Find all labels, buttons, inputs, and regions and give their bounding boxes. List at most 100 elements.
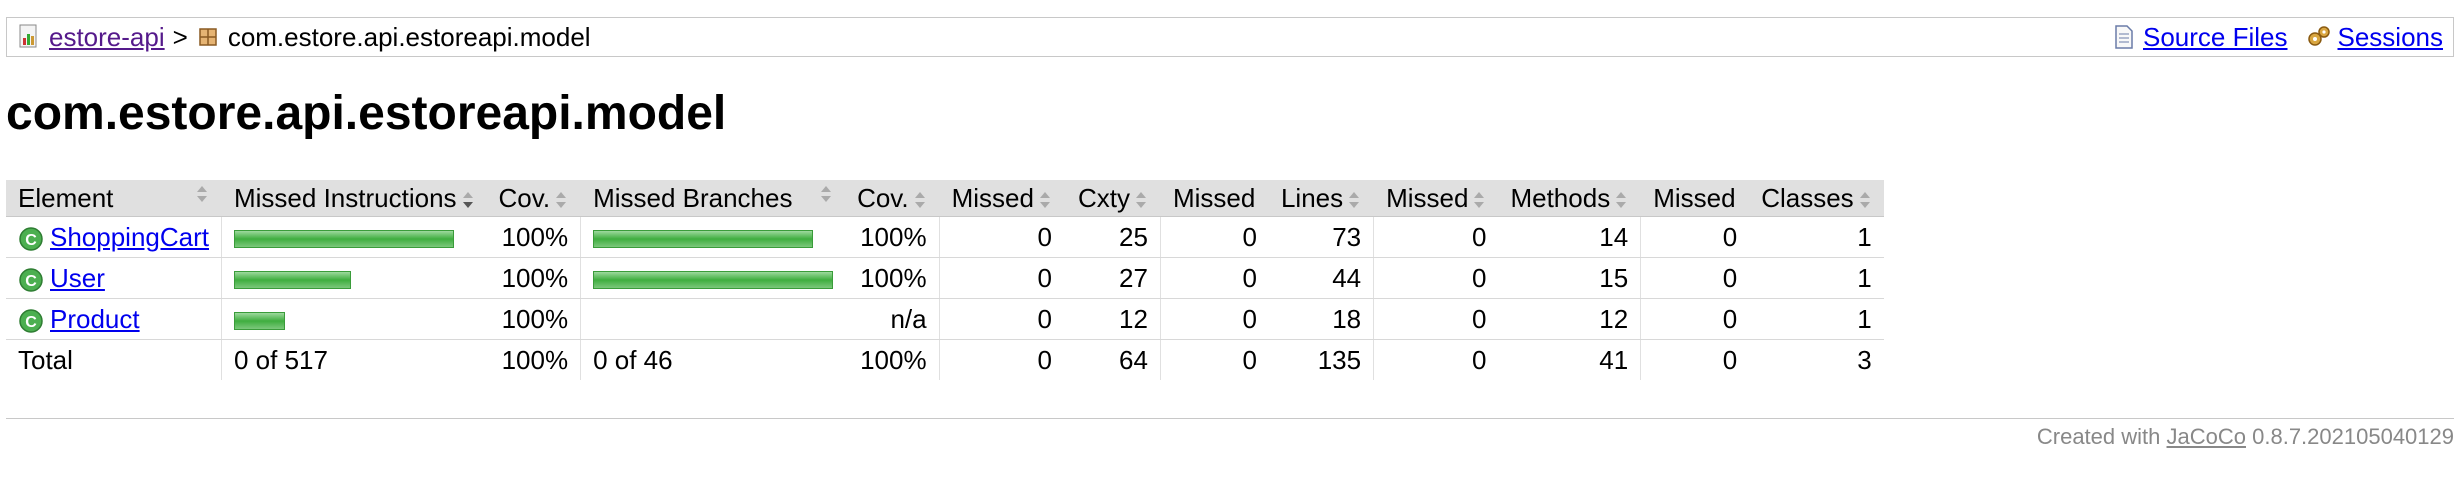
instr-bar-cell [220,298,487,340]
table-row: C ShoppingCart 100% 100% 0 25 0 73 0 14 0… [6,216,1884,258]
breadcrumb: estore-api > com.estore.api.estoreapi.mo… [6,17,2454,57]
breadcrumb-package: com.estore.api.estoreapi.model [227,21,591,52]
footer-divider [6,418,2454,419]
missed-cxty: 0 [938,216,1064,258]
sort-icon [819,183,833,205]
sort-icon [1134,189,1148,211]
element-link[interactable]: ShoppingCart [50,221,209,252]
methods: 12 [1498,298,1641,340]
missed-classes: 0 [1640,257,1750,299]
sort-icon [913,189,927,211]
missed-methods: 0 [1373,298,1499,340]
classes: 1 [1749,298,1884,340]
svg-text:C: C [25,273,37,290]
missed-methods: 0 [1373,257,1499,299]
element-cell: C User [6,257,222,299]
classes: 1 [1749,216,1884,258]
header-missed-methods[interactable]: Missed [1373,180,1499,217]
footer-version: 0.8.7.202105040129 [2252,424,2454,449]
breadcrumb-project-link[interactable]: estore-api [49,21,165,52]
svg-text:C: C [25,232,37,249]
branch-coverage-bar [593,229,814,248]
class-icon: C [18,267,44,293]
header-instr-cov[interactable]: Cov. [486,180,581,217]
header-lines[interactable]: Lines [1268,180,1374,217]
total-instr: 0 of 517 [220,339,487,380]
missed-cxty: 0 [938,257,1064,299]
sort-icon [1858,189,1872,211]
header-missed-instructions[interactable]: Missed Instructions [220,180,487,217]
total-missed-cxty: 0 [938,339,1064,380]
element-cell: C Product [6,298,222,340]
lines: 18 [1268,298,1374,340]
sort-icon [1347,189,1361,211]
branch-coverage-bar [593,270,834,289]
cxty: 12 [1063,298,1161,340]
sort-down-icon [461,189,475,211]
package-icon [196,24,222,50]
element-cell: C ShoppingCart [6,216,222,258]
source-files-item[interactable]: Source Files [2111,22,2288,53]
missed-classes: 0 [1640,216,1750,258]
instr-coverage-bar [234,270,351,289]
instr-coverage-bar [234,311,285,330]
cxty: 25 [1063,216,1161,258]
table-body: C ShoppingCart 100% 100% 0 25 0 73 0 14 0… [6,216,1884,340]
total-missed-lines: 0 [1159,339,1269,380]
total-row: Total 0 of 517 100% 0 of 46 100% 0 64 0 … [6,339,1884,380]
breadcrumb-right: Source Files Sessions [2093,18,2443,56]
header-label: Element [18,182,114,213]
svg-text:C: C [25,314,37,331]
branch-cov: n/a [845,298,940,340]
header-missed-lines[interactable]: Missed [1159,180,1269,217]
header-cxty[interactable]: Cxty [1063,180,1161,217]
missed-lines: 0 [1159,298,1269,340]
instr-coverage-bar [234,229,454,248]
class-icon: C [18,226,44,252]
element-link[interactable]: User [50,262,105,293]
header-label: Missed [1653,182,1736,213]
missed-methods: 0 [1373,216,1499,258]
header-missed-classes[interactable]: Missed [1640,180,1750,217]
header-missed-branches[interactable]: Missed Branches [580,180,846,217]
header-label: Missed [1386,182,1469,213]
table-row: C Product 100% n/a 0 12 0 18 0 12 0 1 [6,298,1884,340]
sessions-link[interactable]: Sessions [2337,21,2444,52]
header-label: Classes [1761,182,1854,213]
header-branch-cov[interactable]: Cov. [845,180,940,217]
table-row: C User 100% 100% 0 27 0 44 0 15 0 1 [6,257,1884,299]
sessions-item[interactable]: Sessions [2306,21,2444,53]
lines: 73 [1268,216,1374,258]
header-label: Cov. [857,182,909,213]
header-methods[interactable]: Methods [1498,180,1641,217]
branch-bar-cell [580,216,846,258]
page-title: com.estore.api.estoreapi.model [6,87,727,140]
element-link[interactable]: Product [50,303,140,334]
header-label: Missed Instructions [234,182,457,213]
methods: 15 [1498,257,1641,299]
instr-cov: 100% [486,298,581,340]
header-label: Missed [1172,182,1256,213]
sort-icon [1038,189,1052,211]
header-element[interactable]: Element [6,180,222,217]
total-branch: 0 of 46 [580,339,846,380]
total-instr-cov: 100% [501,344,569,375]
missed-cxty: 0 [938,298,1064,340]
source-files-link[interactable]: Source Files [2143,21,2288,52]
header-label: Cxty [1077,182,1130,213]
instr-cov: 100% [486,257,581,299]
coverage-table: Element Missed Instructions Cov. Missed … [6,180,1884,380]
total-branch-cov: 100% [860,344,927,375]
total-lines: 135 [1317,344,1362,375]
header-classes[interactable]: Classes [1749,180,1884,217]
footer-prefix: Created with [2036,424,2161,449]
class-icon: C [18,308,44,334]
source-file-icon [2111,24,2137,50]
jacoco-link[interactable]: JaCoCo [2166,424,2246,449]
header-label: Missed Branches [593,182,793,213]
header-missed-cxty[interactable]: Missed [938,180,1064,217]
classes: 1 [1749,257,1884,299]
header-label: Missed [951,182,1034,213]
sort-icon [1614,189,1628,211]
header-label: Methods [1510,182,1611,213]
